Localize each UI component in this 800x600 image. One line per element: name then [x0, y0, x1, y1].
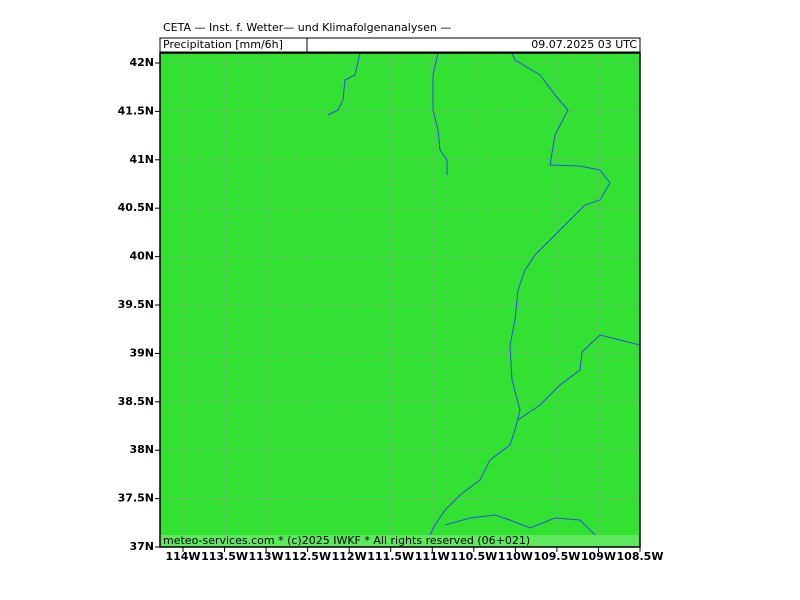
river [432, 52, 448, 175]
lon-label: 110W [498, 550, 533, 563]
variable-box [159, 37, 308, 53]
river [327, 52, 361, 116]
river [444, 514, 601, 548]
lat-label: 38.5N [118, 395, 154, 408]
lat-label: 39.5N [118, 298, 154, 311]
rivers [327, 52, 641, 548]
precip-field [160, 53, 640, 547]
header-title: CETA — Inst. f. Wetter— und Klimafolgena… [163, 21, 451, 34]
lon-label: 111W [415, 550, 450, 563]
lat-label: 37.5N [118, 492, 154, 505]
lat-label: 41.5N [118, 104, 154, 117]
lon-label: 113W [249, 550, 284, 563]
lat-label: 37N [129, 540, 154, 553]
variable-label: Precipitation [mm/6h] [163, 38, 283, 51]
lat-label: 40N [129, 250, 154, 263]
lat-label: 42N [129, 56, 154, 69]
footer-text: meteo-services.com * (c)2025 IWKF * All … [163, 534, 530, 547]
frame [159, 52, 641, 548]
footer-band [160, 535, 640, 547]
lon-label: 112.5W [284, 550, 331, 563]
lon-label: 109.5W [533, 550, 580, 563]
lat-label: 39N [129, 346, 154, 359]
lat-label: 41N [129, 153, 154, 166]
river [517, 334, 641, 421]
lon-label: 108.5W [617, 550, 664, 563]
lon-label: 110.5W [450, 550, 497, 563]
lat-label: 38N [129, 443, 154, 456]
river [429, 52, 611, 536]
valid-time: 09.07.2025 03 UTC [531, 38, 637, 51]
lon-label: 109W [581, 550, 616, 563]
lon-label: 111.5W [367, 550, 414, 563]
lat-label: 40.5N [118, 201, 154, 214]
grid [160, 53, 640, 547]
lon-label: 112W [332, 550, 367, 563]
lon-label: 113.5W [201, 550, 248, 563]
lon-label: 114W [165, 550, 200, 563]
